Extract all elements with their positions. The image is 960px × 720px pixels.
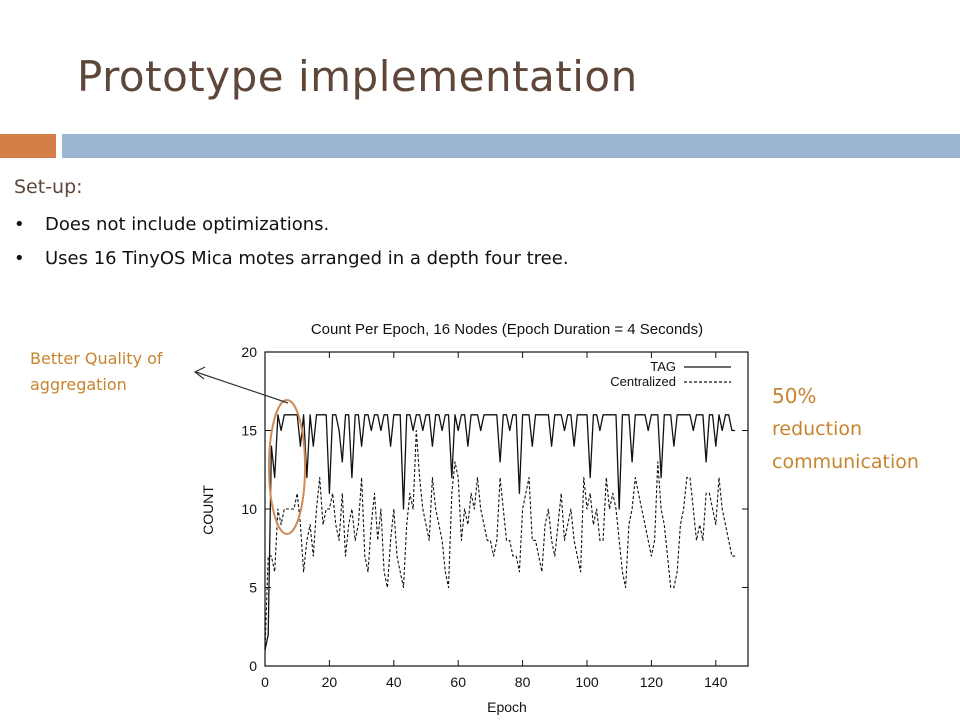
x-tick-label: 0	[261, 674, 269, 690]
callout-reduction-line3: communication	[772, 451, 919, 473]
callout-reduction-percent: 50%	[772, 384, 817, 408]
x-axis-label: Epoch	[487, 699, 527, 715]
callout-quality-line1: Better Quality of	[30, 349, 163, 368]
plot-frame	[264, 351, 749, 667]
bullet-icon: •	[14, 248, 25, 269]
y-tick-label: 20	[241, 344, 257, 360]
legend-label-centralized: Centralized	[610, 374, 676, 389]
bullet-icon: •	[14, 214, 25, 235]
y-tick-label: 0	[249, 658, 257, 674]
chart-title: Count Per Epoch, 16 Nodes (Epoch Duratio…	[311, 321, 703, 338]
x-tick-label: 20	[322, 674, 338, 690]
y-tick-label: 10	[241, 501, 257, 517]
legend: TAG Centralized	[610, 359, 731, 389]
callout-quality: Better Quality of aggregation	[30, 346, 163, 398]
bullet-item: • Uses 16 TinyOS Mica motes arranged in a…	[14, 248, 569, 269]
x-tick-label: 80	[515, 674, 531, 690]
highlight-ellipse	[268, 399, 306, 535]
y-tick-label: 5	[249, 580, 257, 596]
x-tick-label: 100	[575, 674, 599, 690]
bullet-item: • Does not include optimizations.	[14, 214, 569, 235]
bullet-text: Does not include optimizations.	[45, 214, 330, 235]
accent-bar-blue	[62, 134, 960, 158]
legend-label-tag: TAG	[650, 359, 676, 374]
bullet-list: • Does not include optimizations. • Uses 1…	[14, 214, 569, 282]
callout-quality-line2: aggregation	[30, 375, 127, 394]
page-title: Prototype implementation	[77, 52, 638, 101]
callout-reduction-line2: reduction	[772, 418, 863, 440]
x-tick-label: 140	[704, 674, 728, 690]
y-axis-label: COUNT	[200, 485, 216, 535]
x-tick-label: 40	[386, 674, 402, 690]
accent-bar-orange	[0, 134, 56, 158]
y-tick-label: 15	[241, 423, 257, 439]
series-line-centralized	[264, 429, 736, 651]
setup-label: Set-up:	[14, 176, 83, 198]
series-line-tag	[264, 414, 736, 651]
bullet-text: Uses 16 TinyOS Mica motes arranged in a …	[45, 248, 569, 269]
callout-arrow	[193, 366, 289, 404]
x-tick-label: 60	[450, 674, 466, 690]
callout-reduction: 50% reduction communication	[772, 380, 919, 479]
x-tick-label: 120	[640, 674, 664, 690]
